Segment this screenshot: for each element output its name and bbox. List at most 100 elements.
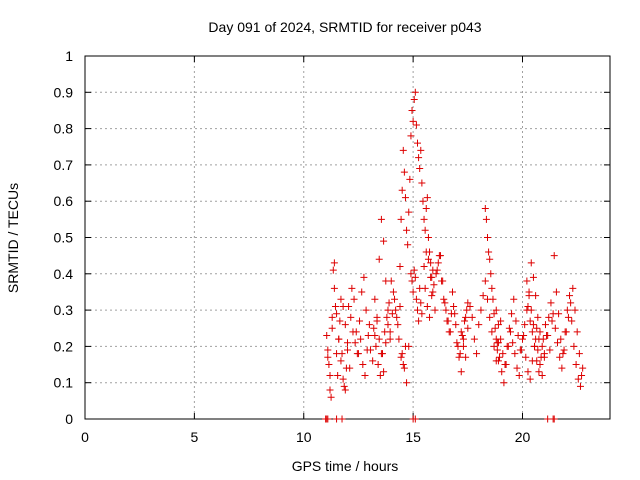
data-point xyxy=(567,299,575,307)
data-point xyxy=(479,292,487,300)
x-tick-label: 5 xyxy=(190,429,198,445)
data-point xyxy=(529,321,537,329)
data-point xyxy=(424,255,432,263)
data-point xyxy=(475,321,483,329)
data-point xyxy=(436,252,444,260)
data-point xyxy=(506,328,514,336)
data-point xyxy=(538,342,546,350)
data-point xyxy=(515,371,523,379)
data-point xyxy=(532,292,540,300)
data-point xyxy=(416,165,424,173)
data-point xyxy=(511,350,519,358)
data-point xyxy=(566,292,574,300)
data-point xyxy=(547,299,555,307)
data-point xyxy=(384,306,392,314)
data-point xyxy=(336,317,344,325)
data-point xyxy=(401,194,409,202)
data-point xyxy=(477,306,485,314)
data-point xyxy=(512,317,520,325)
data-point xyxy=(569,284,577,292)
data-point xyxy=(408,277,416,285)
data-point xyxy=(396,302,404,310)
data-point xyxy=(494,357,502,365)
data-point xyxy=(520,332,528,340)
data-point xyxy=(556,353,564,361)
data-point xyxy=(401,342,409,350)
data-point xyxy=(523,277,531,285)
data-point xyxy=(489,295,497,303)
data-point xyxy=(415,154,423,162)
data-point xyxy=(411,415,419,423)
data-point xyxy=(488,328,496,336)
data-point xyxy=(365,321,373,329)
data-point xyxy=(360,273,368,281)
data-point xyxy=(361,371,369,379)
data-point xyxy=(513,364,521,372)
data-point xyxy=(400,168,408,176)
y-tick-label: 0.7 xyxy=(54,157,74,173)
data-point xyxy=(568,317,576,325)
data-point xyxy=(397,353,405,361)
data-point xyxy=(536,361,544,369)
data-point xyxy=(409,288,417,296)
data-point xyxy=(540,350,548,358)
data-point xyxy=(348,284,356,292)
data-point xyxy=(545,313,553,321)
y-tick-label: 0.8 xyxy=(54,121,74,137)
data-point xyxy=(539,335,547,343)
data-point xyxy=(383,313,391,321)
data-point xyxy=(400,364,408,372)
y-tick-label: 0.3 xyxy=(54,302,74,318)
data-point xyxy=(353,350,361,358)
data-point xyxy=(564,313,572,321)
data-point xyxy=(337,295,345,303)
data-point xyxy=(419,197,427,205)
data-point xyxy=(500,379,508,387)
axis-ticks: 00.10.20.30.40.50.60.70.80.910 5 10 15 20 xyxy=(54,48,610,445)
data-point xyxy=(532,335,540,343)
data-point xyxy=(372,342,380,350)
data-point xyxy=(403,226,411,234)
data-point xyxy=(375,335,383,343)
data-point xyxy=(403,379,411,387)
data-point xyxy=(421,226,429,234)
data-point xyxy=(418,179,426,187)
data-point xyxy=(450,302,458,310)
data-point xyxy=(335,335,343,343)
data-point xyxy=(423,302,431,310)
data-point xyxy=(574,375,582,383)
data-point xyxy=(463,306,471,314)
data-point xyxy=(371,295,379,303)
data-point xyxy=(394,321,402,329)
data-point xyxy=(508,310,516,318)
data-point xyxy=(546,346,554,354)
data-point xyxy=(407,132,415,140)
data-point xyxy=(561,328,569,336)
data-point xyxy=(427,273,435,281)
data-point xyxy=(482,215,490,223)
data-point xyxy=(493,346,501,354)
data-point xyxy=(426,313,434,321)
data-point xyxy=(490,342,498,350)
data-point xyxy=(350,295,358,303)
data-point xyxy=(328,324,336,332)
data-point xyxy=(412,295,420,303)
data-point xyxy=(498,368,506,376)
y-tick-label: 0.9 xyxy=(54,84,74,100)
data-point xyxy=(466,302,474,310)
data-point xyxy=(578,371,586,379)
data-point xyxy=(487,270,495,278)
data-point xyxy=(533,324,541,332)
data-point xyxy=(338,415,346,423)
data-point xyxy=(409,117,417,125)
data-point xyxy=(411,273,419,281)
data-point xyxy=(427,259,435,267)
data-point xyxy=(410,96,418,104)
data-point xyxy=(414,306,421,314)
data-point xyxy=(458,332,466,340)
data-point xyxy=(443,317,451,325)
data-points xyxy=(322,88,587,423)
data-point xyxy=(329,266,337,274)
data-point xyxy=(397,215,405,223)
data-point xyxy=(386,328,394,336)
